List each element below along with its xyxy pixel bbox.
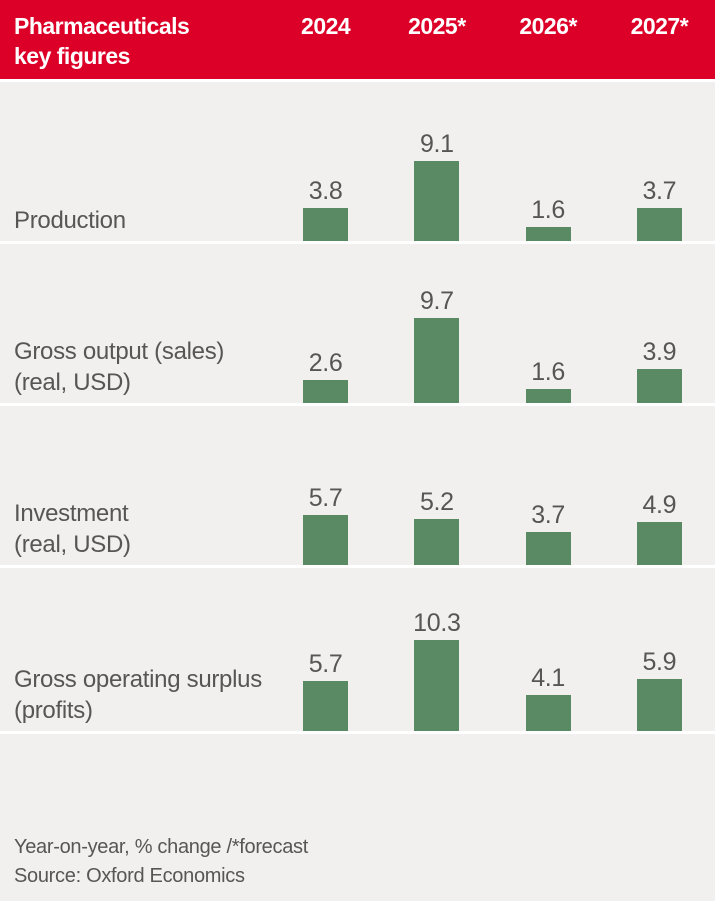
bar-value-label: 2.6 — [308, 349, 343, 377]
row-label: Gross output (sales) (real, USD) — [0, 244, 270, 403]
source-note: Source: Oxford Economics — [14, 865, 245, 887]
bar-cell: 3.8 — [270, 82, 381, 241]
chart-footer: Year-on-year, % change /*forecast Source… — [0, 734, 715, 901]
bar — [525, 389, 571, 403]
bar-value-label: 5.9 — [642, 648, 677, 676]
footer-notes: Year-on-year, % change /*forecast Source… — [14, 833, 308, 891]
chart-title-line1: Pharmaceuticals — [14, 13, 190, 39]
bar-value-label: 4.1 — [531, 664, 566, 692]
bar-value-label: 3.7 — [531, 501, 566, 529]
bar — [525, 227, 571, 241]
chart-header: Pharmaceuticals key figures 2024 2025* 2… — [0, 0, 715, 82]
bar-cell: 4.1 — [493, 568, 604, 731]
row-label-text: Production — [14, 207, 126, 234]
bar-value-label: 4.9 — [642, 491, 677, 519]
bar — [303, 380, 349, 403]
bar — [414, 318, 460, 403]
chart-row: Gross operating surplus (profits) 5.7 10.3 4… — [0, 568, 715, 734]
chart-row: Gross output (sales) (real, USD) 2.6 9.7 1.6… — [0, 244, 715, 406]
year-columns: 2024 2025* 2026* 2027* — [270, 0, 715, 79]
bar-value-label: 5.7 — [308, 484, 343, 512]
chart-row: Investment (real, USD) 5.7 5.2 3.7 4.9 — [0, 406, 715, 568]
bar-cell: 10.3 — [381, 568, 492, 731]
bar-cell: 3.9 — [604, 244, 715, 403]
bar-cell: 5.9 — [604, 568, 715, 731]
chart-row: Production 3.8 9.1 1.6 3.7 — [0, 82, 715, 244]
bar — [636, 369, 682, 403]
year-column-2025: 2025* — [408, 13, 466, 39]
bar — [414, 519, 460, 565]
chart-rows: Production 3.8 9.1 1.6 3.7 Gross output (sale… — [0, 82, 715, 734]
bar-cell: 3.7 — [604, 82, 715, 241]
bar-value-label: 9.1 — [419, 130, 454, 158]
bar-cell: 9.1 — [381, 82, 492, 241]
bar — [525, 695, 571, 731]
bar-value-label: 9.7 — [419, 287, 454, 315]
bar — [636, 522, 682, 565]
row-label: Gross operating surplus (profits) — [0, 568, 270, 731]
bar-value-label: 3.7 — [642, 177, 677, 205]
row-label-text: Gross output (sales) (real, USD) — [14, 338, 225, 396]
row-label-text: Investment (real, USD) — [14, 500, 131, 558]
bar-value-label: 3.9 — [642, 338, 677, 366]
bar-cell: 1.6 — [493, 244, 604, 403]
row-label: Production — [0, 82, 270, 241]
year-column-2026: 2026* — [519, 13, 577, 39]
bar — [303, 681, 349, 731]
bar-cell: 4.9 — [604, 406, 715, 565]
bar-value-label: 5.7 — [308, 650, 343, 678]
bar-value-label: 5.2 — [419, 488, 454, 516]
row-label: Investment (real, USD) — [0, 406, 270, 565]
bar-cell: 5.7 — [270, 568, 381, 731]
year-column-2024: 2024 — [301, 13, 351, 39]
bar — [303, 515, 349, 565]
bar — [414, 640, 460, 731]
bar — [525, 532, 571, 565]
bar-value-label: 3.8 — [308, 177, 343, 205]
chart-title: Pharmaceuticals key figures — [0, 0, 270, 79]
bar — [636, 679, 682, 731]
bar — [414, 161, 460, 241]
bar-cell: 5.7 — [270, 406, 381, 565]
bar-cell: 1.6 — [493, 82, 604, 241]
chart-title-line2: key figures — [14, 43, 130, 69]
unit-note: Year-on-year, % change /*forecast — [14, 836, 308, 858]
bar-cell: 2.6 — [270, 244, 381, 403]
bar-value-label: 10.3 — [413, 609, 461, 637]
row-label-text: Gross operating surplus (profits) — [14, 666, 262, 724]
bar-cell: 9.7 — [381, 244, 492, 403]
bar-value-label: 1.6 — [531, 358, 566, 386]
bar-cell: 3.7 — [493, 406, 604, 565]
bar — [636, 208, 682, 241]
year-column-2027: 2027* — [630, 13, 689, 39]
bar-value-label: 1.6 — [531, 196, 566, 224]
bar-cell: 5.2 — [381, 406, 492, 565]
bar — [303, 208, 349, 241]
